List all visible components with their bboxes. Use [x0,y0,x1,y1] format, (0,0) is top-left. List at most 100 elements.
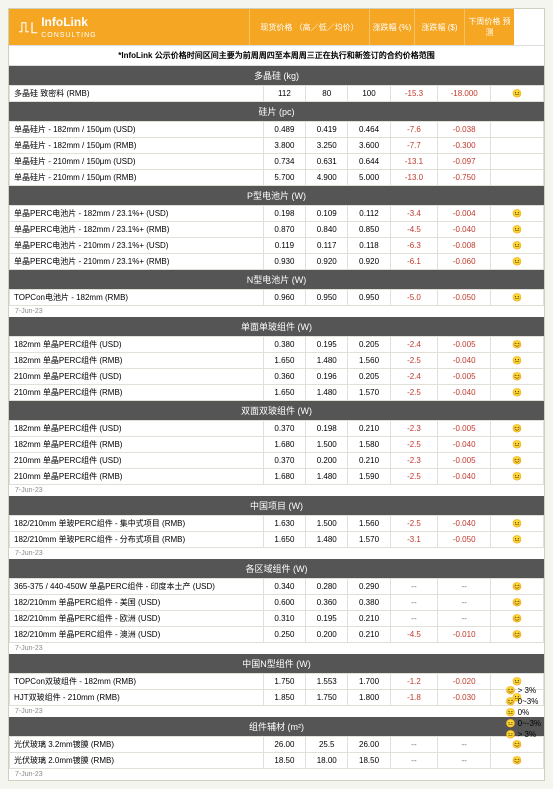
cell-pct: -2.5 [390,516,438,532]
cell-name: 182mm 单晶PERC组件 (RMB) [10,437,264,453]
table-row: 182mm 单晶PERC组件 (USD)0.3700.1980.210-2.3-… [10,421,544,437]
cell-low: 0.196 [306,369,348,385]
section-table: 182mm 单晶PERC组件 (USD)0.3700.1980.210-2.3-… [9,420,544,485]
cell-abs: -- [438,579,491,595]
section-header: 各区域组件 (W) [9,559,544,578]
cell-avg: 0.464 [348,122,390,138]
cell-high: 0.600 [263,595,305,611]
cell-avg: 0.118 [348,238,390,254]
section-header: 多晶硅 (kg) [9,66,544,85]
cell-pct: -2.4 [390,337,438,353]
cell-pct: -2.3 [390,453,438,469]
cell-abs: -0.040 [438,222,491,238]
cell-high: 26.00 [263,737,305,753]
cell-name: 单晶硅片 - 210mm / 150μm (RMB) [10,170,264,186]
cell-avg: 26.00 [348,737,390,753]
cell-avg: 18.50 [348,753,390,769]
cell-pct: -7.7 [390,138,438,154]
cell-low: 0.360 [306,595,348,611]
cell-forecast: 😐 [491,469,544,485]
legend-item: 😊 0~3% [505,697,541,706]
cell-low: 0.920 [306,254,348,270]
cell-name: 单晶PERC电池片 - 182mm / 23.1%+ (USD) [10,206,264,222]
cell-abs: -0.040 [438,469,491,485]
table-row: 182mm 单晶PERC组件 (USD)0.3800.1950.205-2.4-… [10,337,544,353]
cell-pct: -- [390,737,438,753]
cell-low: 0.109 [306,206,348,222]
cell-high: 0.370 [263,453,305,469]
cell-avg: 0.950 [348,290,390,306]
cell-low: 1.500 [306,516,348,532]
cell-avg: 0.210 [348,627,390,643]
cell-name: 182/210mm 单玻PERC组件 - 分布式项目 (RMB) [10,532,264,548]
cell-name: 光伏玻璃 3.2mm镀膜 (RMB) [10,737,264,753]
cell-abs: -0.010 [438,627,491,643]
cell-low: 3.250 [306,138,348,154]
cell-abs: -0.004 [438,206,491,222]
cell-name: 单晶PERC电池片 - 210mm / 23.1%+ (RMB) [10,254,264,270]
table-row: 光伏玻璃 2.0mm镀膜 (RMB)18.5018.0018.50----😊 [10,753,544,769]
legend-item: 😊 > 3% [505,686,541,695]
cell-name: TOPCon电池片 - 182mm (RMB) [10,290,264,306]
cell-forecast: 😐 [491,532,544,548]
cell-pct: -13.0 [390,170,438,186]
table-row: 182mm 单晶PERC组件 (RMB)1.6801.5001.580-2.5-… [10,437,544,453]
section-header: 组件辅材 (m²) [9,717,544,736]
cell-high: 3.800 [263,138,305,154]
cell-avg: 0.920 [348,254,390,270]
cell-forecast: 😐 [491,238,544,254]
table-row: 210mm 单晶PERC组件 (RMB)1.6501.4801.570-2.5-… [10,385,544,401]
cell-abs: -18.000 [438,86,491,102]
date-label: 7-Jun-23 [9,769,544,780]
cell-pct: -1.8 [390,690,438,706]
cell-name: HJT双玻组件 - 210mm (RMB) [10,690,264,706]
table-row: 210mm 单晶PERC组件 (USD)0.3700.2000.210-2.3-… [10,453,544,469]
section-header: N型电池片 (W) [9,270,544,289]
cell-abs: -- [438,737,491,753]
table-row: 365-375 / 440-450W 单晶PERC组件 - 印度本土产 (USD… [10,579,544,595]
cell-forecast: 😐 [491,222,544,238]
cell-high: 18.50 [263,753,305,769]
cell-pct: -2.5 [390,469,438,485]
cell-avg: 0.112 [348,206,390,222]
cell-abs: -0.300 [438,138,491,154]
cell-avg: 1.570 [348,532,390,548]
cell-avg: 1.590 [348,469,390,485]
section-table: 多晶硅 致密料 (RMB)11280100-15.3-18.000😐 [9,85,544,102]
table-row: 182/210mm 单玻PERC组件 - 集中式项目 (RMB)1.6301.5… [10,516,544,532]
cell-forecast: 😐 [491,385,544,401]
cell-avg: 100 [348,86,390,102]
cell-low: 1.480 [306,469,348,485]
date-label: 7-Jun-23 [9,548,544,559]
cell-pct: -1.2 [390,674,438,690]
cell-forecast: 😊 [491,421,544,437]
cell-high: 1.630 [263,516,305,532]
logo-cell: ⎍⎿ InfoLink CONSULTING [9,9,249,45]
table-row: TOPCon双玻组件 - 182mm (RMB)1.7501.5531.700-… [10,674,544,690]
cell-high: 0.734 [263,154,305,170]
cell-high: 0.360 [263,369,305,385]
table-row: 182mm 单晶PERC组件 (RMB)1.6501.4801.560-2.5-… [10,353,544,369]
cell-abs: -0.040 [438,385,491,401]
cell-name: 210mm 单晶PERC组件 (RMB) [10,469,264,485]
notice-text: *InfoLink 公示价格时间区间主要为前周周四至本周周三正在执行和新签订的合… [9,45,544,66]
cell-name: 210mm 单晶PERC组件 (USD) [10,453,264,469]
cell-forecast: 😐 [491,86,544,102]
cell-pct: -2.5 [390,353,438,369]
cell-low: 0.200 [306,453,348,469]
cell-avg: 3.600 [348,138,390,154]
cell-abs: -- [438,753,491,769]
cell-pct: -4.5 [390,222,438,238]
cell-avg: 0.210 [348,453,390,469]
cell-pct: -7.6 [390,122,438,138]
cell-high: 0.340 [263,579,305,595]
cell-avg: 0.210 [348,421,390,437]
cell-avg: 0.380 [348,595,390,611]
cell-high: 0.119 [263,238,305,254]
cell-avg: 1.560 [348,353,390,369]
cell-pct: -2.5 [390,437,438,453]
cell-forecast: 😐 [491,206,544,222]
cell-low: 0.419 [306,122,348,138]
cell-name: 182mm 单晶PERC组件 (USD) [10,337,264,353]
cell-name: 365-375 / 440-450W 单晶PERC组件 - 印度本土产 (USD… [10,579,264,595]
